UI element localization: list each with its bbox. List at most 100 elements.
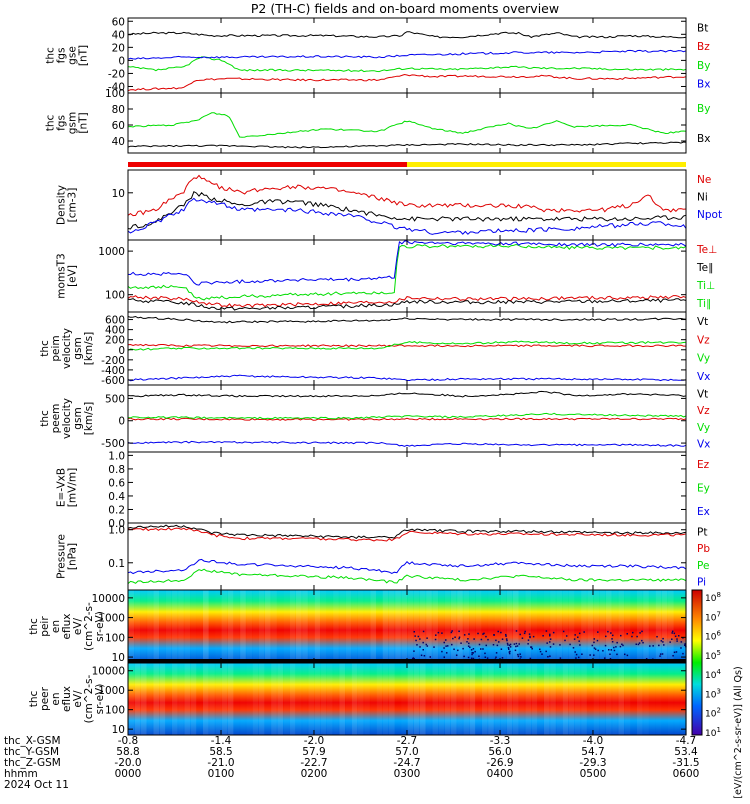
spectrogram-column <box>481 663 489 735</box>
spectrogram-column <box>524 590 532 663</box>
y-tick-label: 1000 <box>98 246 125 258</box>
spectrogram-speck <box>577 656 580 659</box>
spectrogram-column <box>146 590 154 663</box>
spectrogram-speck <box>578 632 581 635</box>
spectrogram-speck <box>547 655 549 658</box>
spectrogram-speck <box>454 636 456 639</box>
spectrogram-speck <box>474 650 476 653</box>
spectrogram-column <box>376 663 383 735</box>
spectrogram-column <box>190 590 197 663</box>
legend-Ez: Ez <box>697 459 710 471</box>
legend-Ti⊥: Ti⊥ <box>696 280 715 292</box>
spectrogram-speck <box>541 653 543 655</box>
x-tick-label-hhmm: 0600 <box>673 768 700 780</box>
y-axis-label: (cm^2-s- <box>83 602 95 651</box>
y-tick-label: 60 <box>112 16 125 28</box>
panel-pressure: 1.0 0.1 Pressure [nPa] Pt Pb Pe Pi <box>56 522 710 591</box>
spectrogram-speck <box>669 641 671 643</box>
spectrogram-column <box>276 663 284 735</box>
y-axis-label: eflux <box>61 686 73 712</box>
y-tick-label: -500 <box>101 438 125 450</box>
spectrogram-column <box>202 663 210 735</box>
series-line-Vy <box>127 412 687 420</box>
y-tick-label: 20 <box>112 42 125 54</box>
spectrogram-speck <box>516 645 519 647</box>
x-tick-label-x: -4.0 <box>583 735 604 747</box>
spectrogram-speck <box>423 655 426 657</box>
y-tick-label: 0.4 <box>108 491 125 503</box>
panel-moms: 1000 100 momsT3 [eV] Te⊥ Te∥ Ti⊥ Ti∥ <box>56 239 717 313</box>
spectrogram-column <box>152 663 160 735</box>
spectrogram-speck <box>605 635 607 638</box>
series-line-Bx <box>127 49 687 60</box>
spectrogram-column <box>549 590 557 663</box>
spectrogram-speck <box>652 645 654 647</box>
colorbar-tick-label: 105 <box>705 649 721 662</box>
spectrogram-speck <box>527 643 529 645</box>
colorbar-tick-label: 108 <box>705 591 721 604</box>
spectrogram-speck <box>583 631 585 633</box>
spectrogram-speck <box>515 642 518 645</box>
spectrogram-speck <box>515 645 517 648</box>
y-tick-label: 10 <box>112 724 125 736</box>
spectrogram-speck <box>517 653 519 656</box>
spectrogram-column <box>462 590 470 663</box>
spectrogram-speck <box>559 644 561 646</box>
legend-Bt: Bt <box>697 22 708 34</box>
y-axis-label: thc <box>45 47 57 64</box>
spectrogram-speck <box>413 630 416 633</box>
legend-Vz: Vz <box>697 334 710 346</box>
spectrogram-speck <box>472 648 475 650</box>
spectrogram-speck <box>452 637 454 640</box>
spectrogram-speck <box>597 649 599 652</box>
y-tick-label: 0.8 <box>108 464 125 476</box>
spectrogram-speck <box>441 632 443 634</box>
spectrogram-speck <box>613 649 616 652</box>
spectrogram-column <box>171 663 179 735</box>
y-axis-label: thc <box>39 340 51 357</box>
spectrogram-speck <box>539 650 542 653</box>
series-line-Vy <box>127 340 687 351</box>
series-line-Vz <box>127 417 687 421</box>
y-axis-label: E=-VxB <box>56 468 68 507</box>
spectrogram-column <box>258 590 265 663</box>
legend-By: By <box>697 60 710 72</box>
spectrogram-speck <box>451 630 453 632</box>
spectrogram-speck <box>683 644 686 646</box>
spectrogram-speck <box>575 653 578 656</box>
y-tick-label: 10000 <box>92 666 125 678</box>
spectrogram-speck <box>593 654 595 656</box>
x-tick-label-hhmm: 0300 <box>394 768 421 780</box>
spectrogram-speck <box>528 633 531 635</box>
spectrogram-column <box>369 663 377 735</box>
y-tick-label: 100 <box>105 290 125 302</box>
spectrogram-column <box>357 663 365 735</box>
y-axis-label: [km/s] <box>83 402 95 436</box>
y-axis-label: fgs <box>56 115 68 131</box>
spectrogram-speck <box>589 654 591 656</box>
spectrogram-column <box>611 663 619 735</box>
y-tick-label: 80 <box>112 104 125 116</box>
spectrogram-column <box>146 663 154 735</box>
y-tick-label: -200 <box>101 355 125 367</box>
y-tick-label: 10 <box>112 188 125 200</box>
panel-peir: 10000 1000 100 10 thc peir en eflux eV/(cm^2-s-s… <box>28 589 687 664</box>
spectrogram-speck <box>471 653 473 656</box>
spectrogram-column <box>487 663 495 735</box>
spectrogram-speck <box>621 643 623 646</box>
spectrogram-speck <box>613 646 615 649</box>
y-axis-label: Density <box>56 185 68 225</box>
y-tick-label: 1.0 <box>108 450 125 462</box>
series-line-Pt <box>127 524 687 540</box>
y-axis-label: momsT3 <box>56 253 68 298</box>
y-axis-label: en <box>50 620 62 633</box>
spectrogram-column <box>270 590 278 663</box>
spectrogram-column <box>673 663 681 735</box>
y-tick-label: 60 <box>112 120 125 132</box>
spectrogram-column <box>419 663 427 735</box>
y-axis-label: thc <box>28 691 40 708</box>
spectrogram-column <box>450 590 458 663</box>
spectrogram-column <box>407 663 414 735</box>
legend-Ex: Ex <box>697 506 710 518</box>
